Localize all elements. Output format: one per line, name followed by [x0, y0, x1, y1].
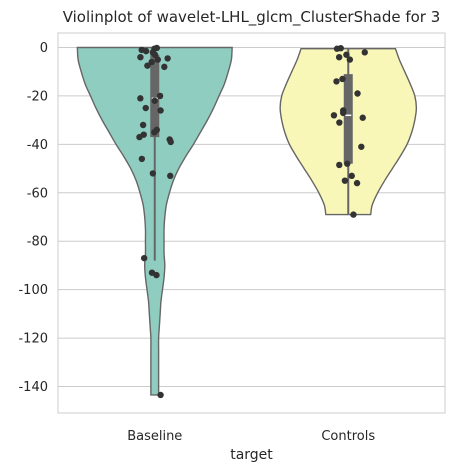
data-point-baseline	[167, 172, 174, 180]
data-point-controls	[346, 56, 354, 63]
y-tick-label: -80	[27, 235, 48, 250]
iqr-box-controls	[343, 74, 353, 164]
data-point-controls	[358, 143, 365, 150]
data-point-controls	[330, 112, 338, 119]
iqr-box-baseline	[150, 54, 160, 138]
data-point-controls	[333, 78, 340, 85]
y-tick-label: -100	[18, 283, 48, 298]
data-point-controls	[341, 177, 349, 184]
data-point-baseline	[157, 107, 164, 114]
data-point-baseline	[156, 92, 164, 100]
data-point-baseline	[142, 47, 150, 55]
data-point-baseline	[154, 56, 161, 63]
data-point-baseline	[153, 44, 161, 52]
data-point-baseline	[136, 133, 143, 141]
x-axis-label: target	[230, 447, 273, 463]
x-tick-labels: Baseline Controls	[127, 429, 375, 444]
data-point-controls	[353, 179, 361, 187]
data-points	[136, 44, 368, 399]
chart-title: Violinplot of wavelet-LHL_glcm_ClusterSh…	[63, 8, 441, 27]
data-point-controls	[339, 109, 347, 117]
data-point-baseline	[144, 62, 151, 69]
y-tick-label: -60	[27, 186, 48, 201]
data-point-baseline	[151, 129, 158, 136]
plot-frame	[57, 32, 446, 414]
data-point-baseline	[138, 155, 146, 163]
data-point-baseline	[151, 51, 159, 58]
data-point-baseline	[161, 63, 168, 71]
data-point-baseline	[151, 97, 158, 104]
data-point-baseline	[142, 104, 149, 112]
y-tick-label: -140	[18, 380, 48, 395]
data-point-controls	[344, 160, 351, 167]
x-tick-label: Controls	[321, 429, 375, 444]
data-point-controls	[354, 90, 361, 97]
data-point-baseline	[148, 58, 155, 66]
data-point-baseline	[164, 55, 171, 62]
y-tick-label: -120	[18, 332, 48, 347]
data-point-controls	[336, 161, 343, 169]
data-point-controls	[350, 211, 357, 218]
data-point-baseline	[140, 254, 148, 262]
data-point-baseline	[157, 391, 164, 399]
data-point-baseline	[139, 121, 147, 129]
data-point-controls	[348, 172, 355, 180]
y-tick-label: -20	[27, 89, 48, 104]
data-point-controls	[343, 51, 350, 58]
data-point-controls	[333, 45, 341, 52]
x-tick-label: Baseline	[127, 429, 182, 444]
data-point-baseline	[167, 138, 174, 146]
data-point-controls	[335, 53, 343, 61]
data-point-controls	[361, 49, 368, 56]
data-point-baseline	[137, 95, 144, 102]
y-tick-labels: 0 -20 -40 -60 -80 -100 -120 -140	[18, 41, 48, 395]
violins	[76, 46, 418, 396]
data-point-controls	[359, 114, 366, 121]
data-point-controls	[336, 119, 343, 126]
data-point-baseline	[153, 271, 160, 279]
data-point-baseline	[149, 170, 157, 177]
data-point-controls	[339, 75, 346, 83]
y-tick-label: 0	[40, 41, 48, 56]
data-point-baseline	[137, 53, 144, 61]
y-tick-label: -40	[27, 138, 48, 153]
